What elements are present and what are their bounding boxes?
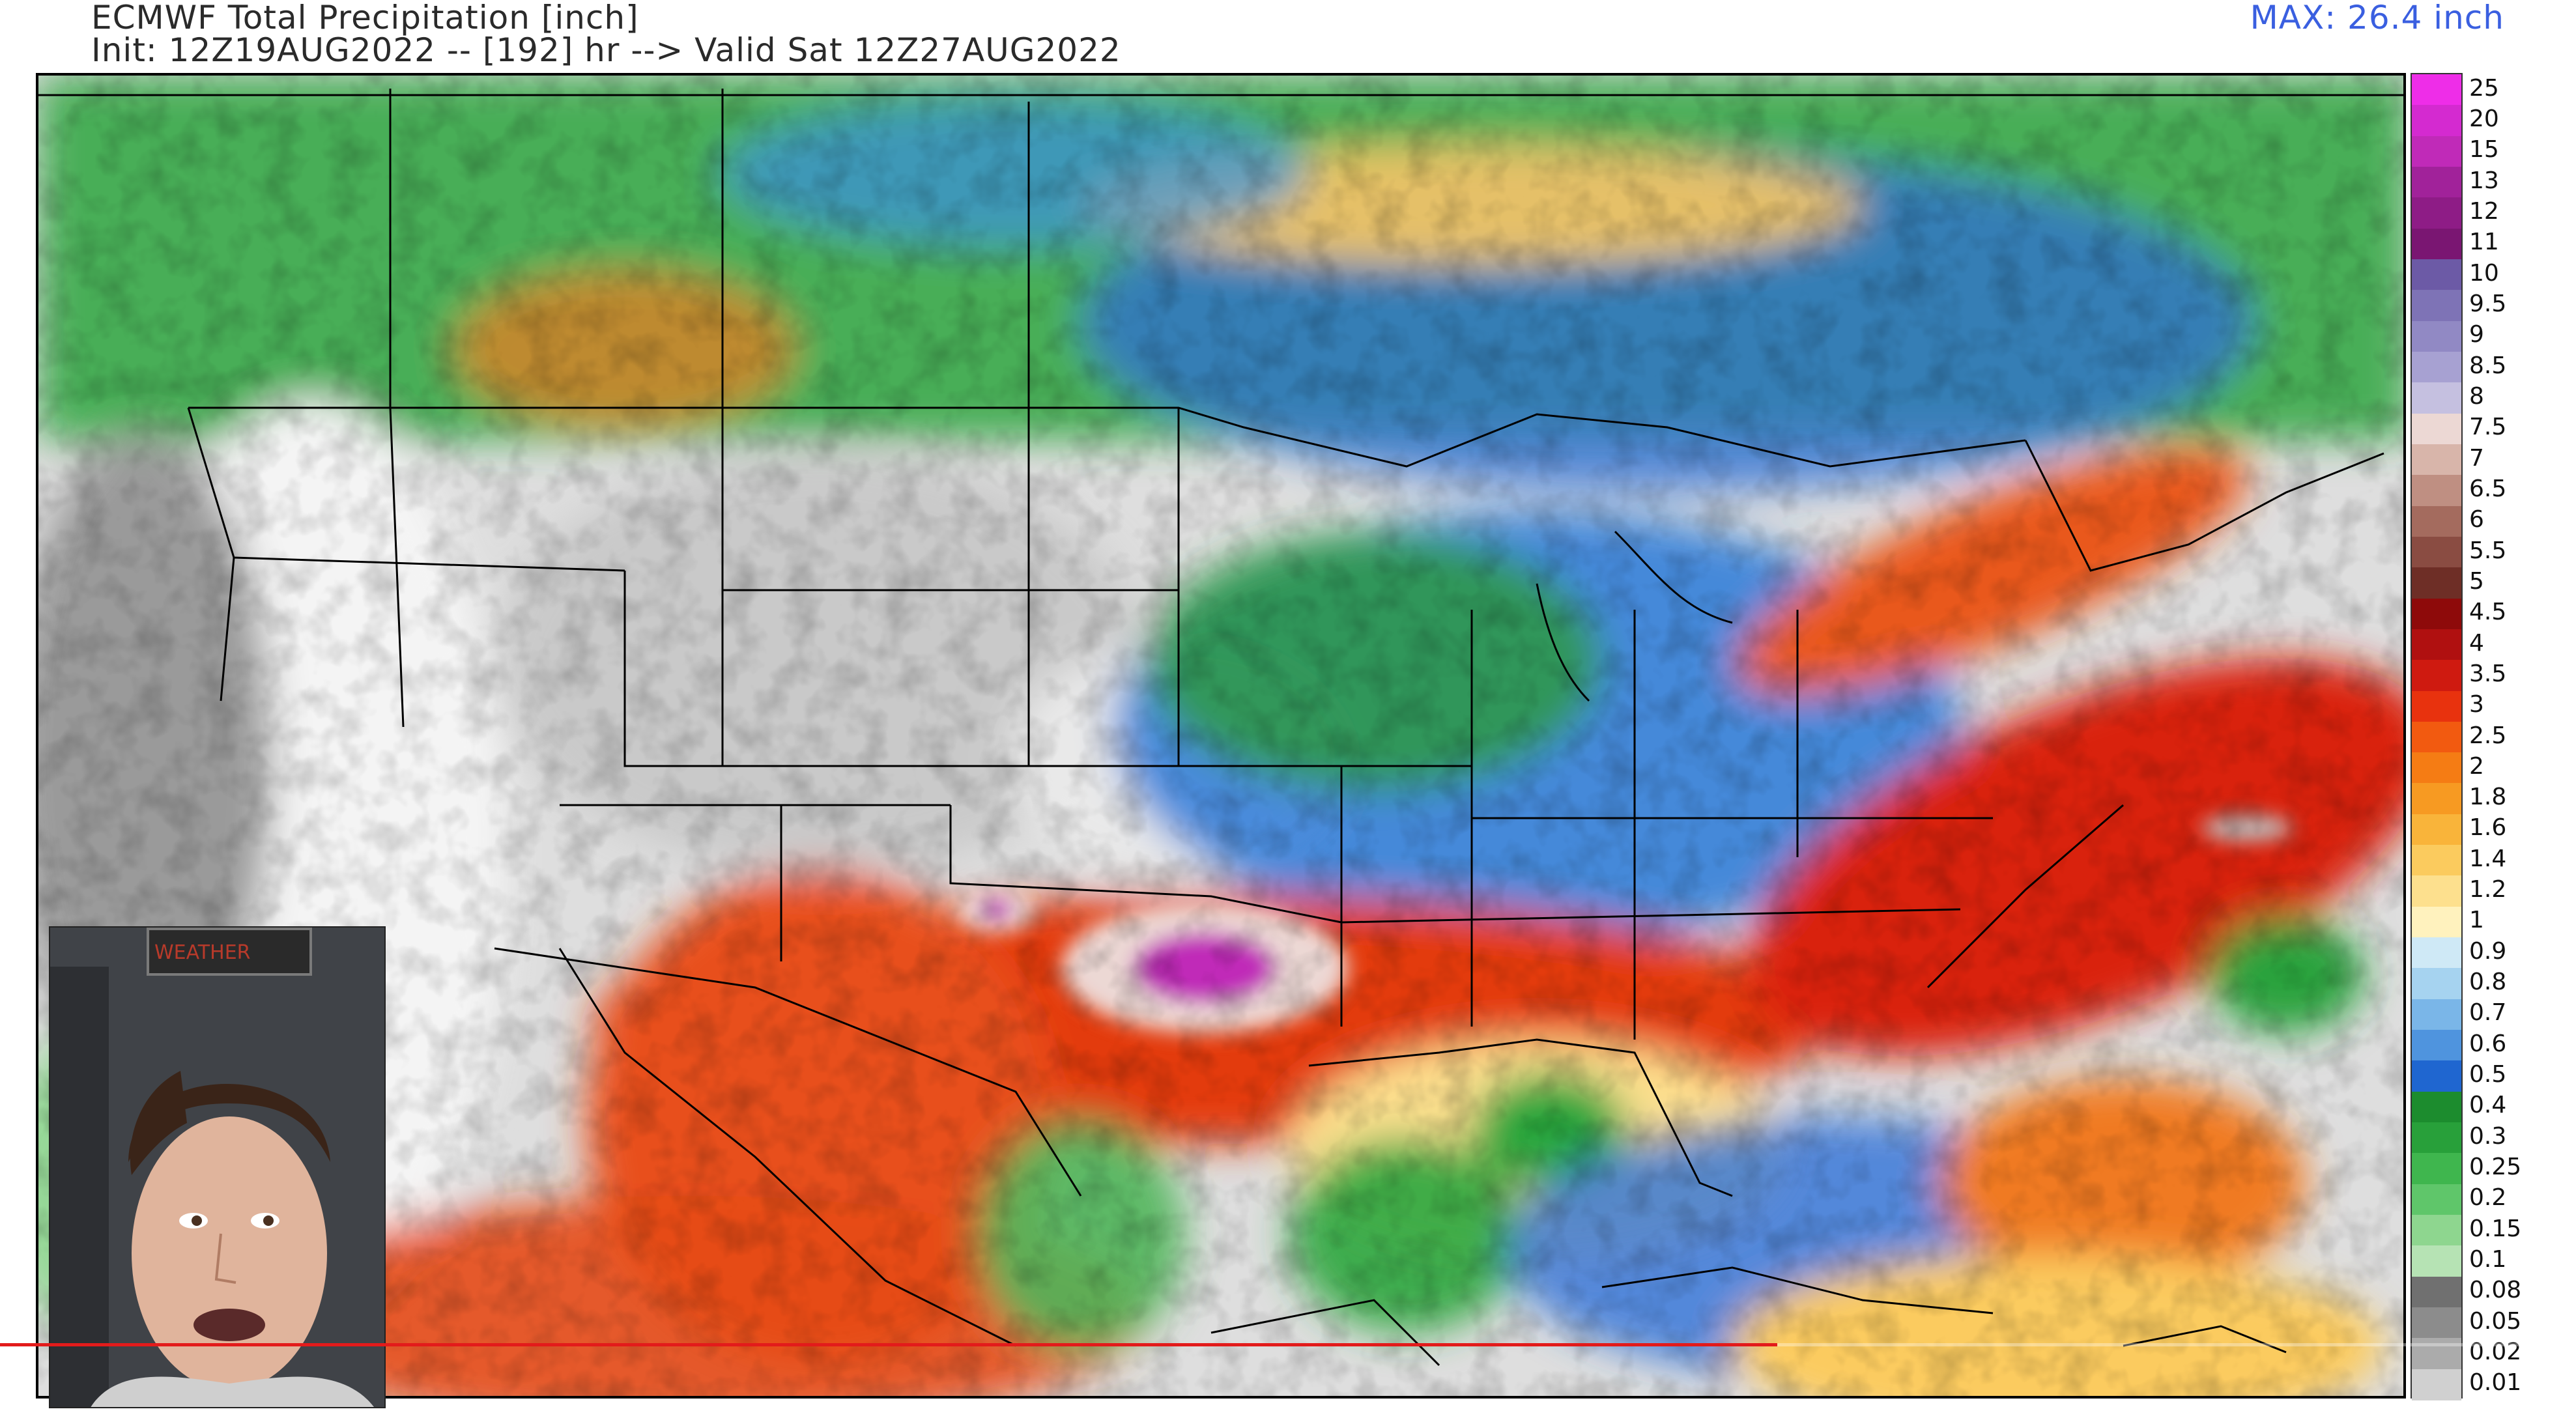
legend-label: 0.9	[2469, 937, 2507, 965]
precip-color-legend	[2411, 73, 2463, 1400]
legend-label: 8	[2469, 382, 2484, 410]
legend-swatch	[2412, 598, 2461, 630]
legend-swatch	[2412, 1184, 2461, 1216]
legend-swatch	[2412, 1245, 2461, 1277]
legend-swatch	[2412, 1091, 2461, 1124]
webcam-sign-text: WEATHER	[154, 941, 251, 964]
legend-swatch	[2412, 259, 2461, 291]
legend-label: 0.2	[2469, 1184, 2507, 1212]
legend-label: 0.8	[2469, 969, 2507, 996]
legend-label: 25	[2469, 74, 2499, 102]
legend-label: 8.5	[2469, 352, 2507, 379]
legend-swatch	[2412, 937, 2461, 969]
legend-label: 0.1	[2469, 1246, 2507, 1273]
legend-swatch	[2412, 968, 2461, 1000]
legend-label: 0.25	[2469, 1154, 2522, 1181]
legend-swatch	[2412, 1276, 2461, 1308]
legend-swatch	[2412, 814, 2461, 846]
legend-swatch	[2412, 382, 2461, 414]
legend-swatch	[2412, 752, 2461, 784]
presenter-webcam: WEATHER	[49, 926, 386, 1408]
presenter-video: WEATHER	[50, 928, 384, 1407]
map-texture	[38, 76, 2403, 1396]
legend-label: 7.5	[2469, 414, 2507, 441]
legend-swatch	[2412, 999, 2461, 1031]
precipitation-map	[36, 73, 2406, 1399]
legend-label: 0.6	[2469, 1030, 2507, 1057]
legend-swatch	[2412, 197, 2461, 229]
legend-label: 10	[2469, 259, 2499, 287]
legend-swatch	[2412, 105, 2461, 137]
legend-swatch	[2412, 1060, 2461, 1092]
legend-swatch	[2412, 166, 2461, 199]
legend-label: 0.5	[2469, 1061, 2507, 1088]
legend-label: 0.08	[2469, 1277, 2522, 1304]
legend-swatch	[2412, 690, 2461, 722]
legend-swatch	[2412, 1122, 2461, 1154]
legend-label: 20	[2469, 105, 2499, 132]
legend-label: 1.2	[2469, 876, 2507, 903]
legend-swatch	[2412, 660, 2461, 692]
legend-label: 1.4	[2469, 845, 2507, 872]
political-boundaries	[38, 89, 2403, 1367]
legend-label: 2.5	[2469, 722, 2507, 749]
legend-label: 13	[2469, 167, 2499, 194]
legend-swatch	[2412, 845, 2461, 877]
legend-label: 3	[2469, 691, 2484, 718]
legend-swatch	[2412, 351, 2461, 384]
legend-swatch	[2412, 1030, 2461, 1062]
map-valid-time: Init: 12Z19AUG2022 -- [192] hr --> Valid…	[91, 31, 1121, 69]
legend-swatch	[2412, 567, 2461, 599]
legend-label: 5.5	[2469, 537, 2507, 564]
map-canvas	[38, 76, 2403, 1396]
legend-label: 0.01	[2469, 1369, 2522, 1397]
legend-swatch	[2412, 320, 2461, 352]
video-progress-bar[interactable]	[0, 1343, 2576, 1346]
legend-label: 0.7	[2469, 999, 2507, 1027]
legend-label: 9.5	[2469, 290, 2507, 317]
legend-label: 0.15	[2469, 1215, 2522, 1242]
legend-swatch	[2412, 906, 2461, 939]
legend-label: 1.8	[2469, 784, 2507, 811]
legend-label: 9	[2469, 321, 2484, 348]
legend-label: 11	[2469, 229, 2499, 256]
legend-swatch	[2412, 135, 2461, 167]
legend-swatch	[2412, 1369, 2461, 1400]
legend-label: 2	[2469, 752, 2484, 780]
legend-label: 4.5	[2469, 599, 2507, 626]
legend-label: 0.05	[2469, 1307, 2522, 1335]
legend-swatch	[2412, 505, 2461, 537]
legend-swatch	[2412, 629, 2461, 661]
legend-label: 4	[2469, 629, 2484, 657]
legend-swatch	[2412, 783, 2461, 815]
max-precip-label: MAX: 26.4 inch	[2250, 0, 2504, 36]
legend-swatch	[2412, 1215, 2461, 1247]
legend-swatch	[2412, 290, 2461, 322]
legend-label: 15	[2469, 136, 2499, 163]
legend-label: 12	[2469, 197, 2499, 225]
legend-label: 7	[2469, 444, 2484, 472]
legend-swatch	[2412, 413, 2461, 445]
map-title: ECMWF Total Precipitation [inch]	[91, 0, 639, 36]
legend-swatch	[2412, 444, 2461, 476]
legend-swatch	[2412, 74, 2461, 106]
legend-label: 1.6	[2469, 814, 2507, 842]
legend-swatch	[2412, 1307, 2461, 1339]
legend-swatch	[2412, 1153, 2461, 1185]
legend-label: 0.02	[2469, 1339, 2522, 1365]
legend-label: 0.4	[2469, 1092, 2507, 1119]
legend-label: 0.3	[2469, 1122, 2507, 1150]
legend-label: 5	[2469, 567, 2484, 595]
legend-swatch	[2412, 1338, 2461, 1370]
legend-swatch	[2412, 875, 2461, 907]
legend-label: 1	[2469, 907, 2484, 934]
legend-label: 6.5	[2469, 475, 2507, 502]
legend-swatch	[2412, 536, 2461, 569]
video-progress-fill	[0, 1343, 1778, 1346]
legend-label: 6	[2469, 506, 2484, 533]
legend-swatch	[2412, 721, 2461, 754]
legend-swatch	[2412, 475, 2461, 507]
legend-label: 3.5	[2469, 660, 2507, 687]
legend-swatch	[2412, 228, 2461, 260]
